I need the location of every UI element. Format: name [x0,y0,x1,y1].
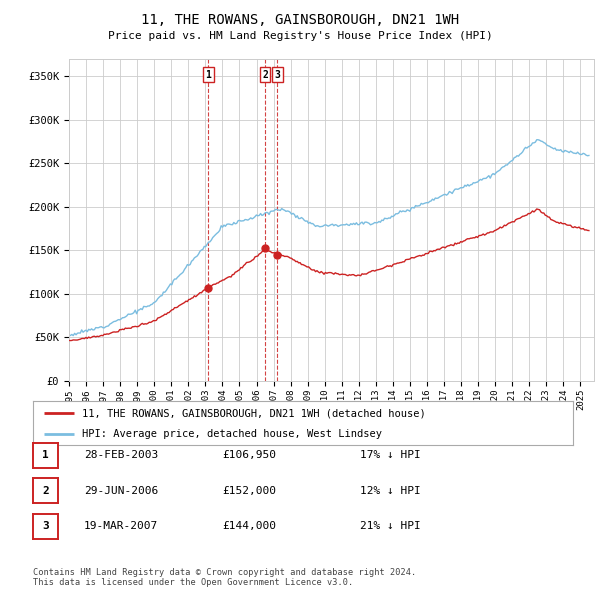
Text: 2: 2 [42,486,49,496]
Text: 11, THE ROWANS, GAINSBOROUGH, DN21 1WH: 11, THE ROWANS, GAINSBOROUGH, DN21 1WH [141,13,459,27]
Text: Contains HM Land Registry data © Crown copyright and database right 2024.
This d: Contains HM Land Registry data © Crown c… [33,568,416,587]
Text: Price paid vs. HM Land Registry's House Price Index (HPI): Price paid vs. HM Land Registry's House … [107,31,493,41]
Text: 28-FEB-2003: 28-FEB-2003 [84,451,158,460]
Text: £106,950: £106,950 [222,451,276,460]
Text: 17% ↓ HPI: 17% ↓ HPI [360,451,421,460]
Text: 21% ↓ HPI: 21% ↓ HPI [360,522,421,531]
Text: 3: 3 [42,522,49,531]
Text: 29-JUN-2006: 29-JUN-2006 [84,486,158,496]
Text: HPI: Average price, detached house, West Lindsey: HPI: Average price, detached house, West… [82,428,382,438]
Text: 2: 2 [262,70,268,80]
Text: 1: 1 [42,451,49,460]
Text: 1: 1 [205,70,211,80]
Text: 12% ↓ HPI: 12% ↓ HPI [360,486,421,496]
Text: £152,000: £152,000 [222,486,276,496]
Text: 11, THE ROWANS, GAINSBOROUGH, DN21 1WH (detached house): 11, THE ROWANS, GAINSBOROUGH, DN21 1WH (… [82,408,425,418]
Text: £144,000: £144,000 [222,522,276,531]
Text: 3: 3 [274,70,280,80]
Text: 19-MAR-2007: 19-MAR-2007 [84,522,158,531]
